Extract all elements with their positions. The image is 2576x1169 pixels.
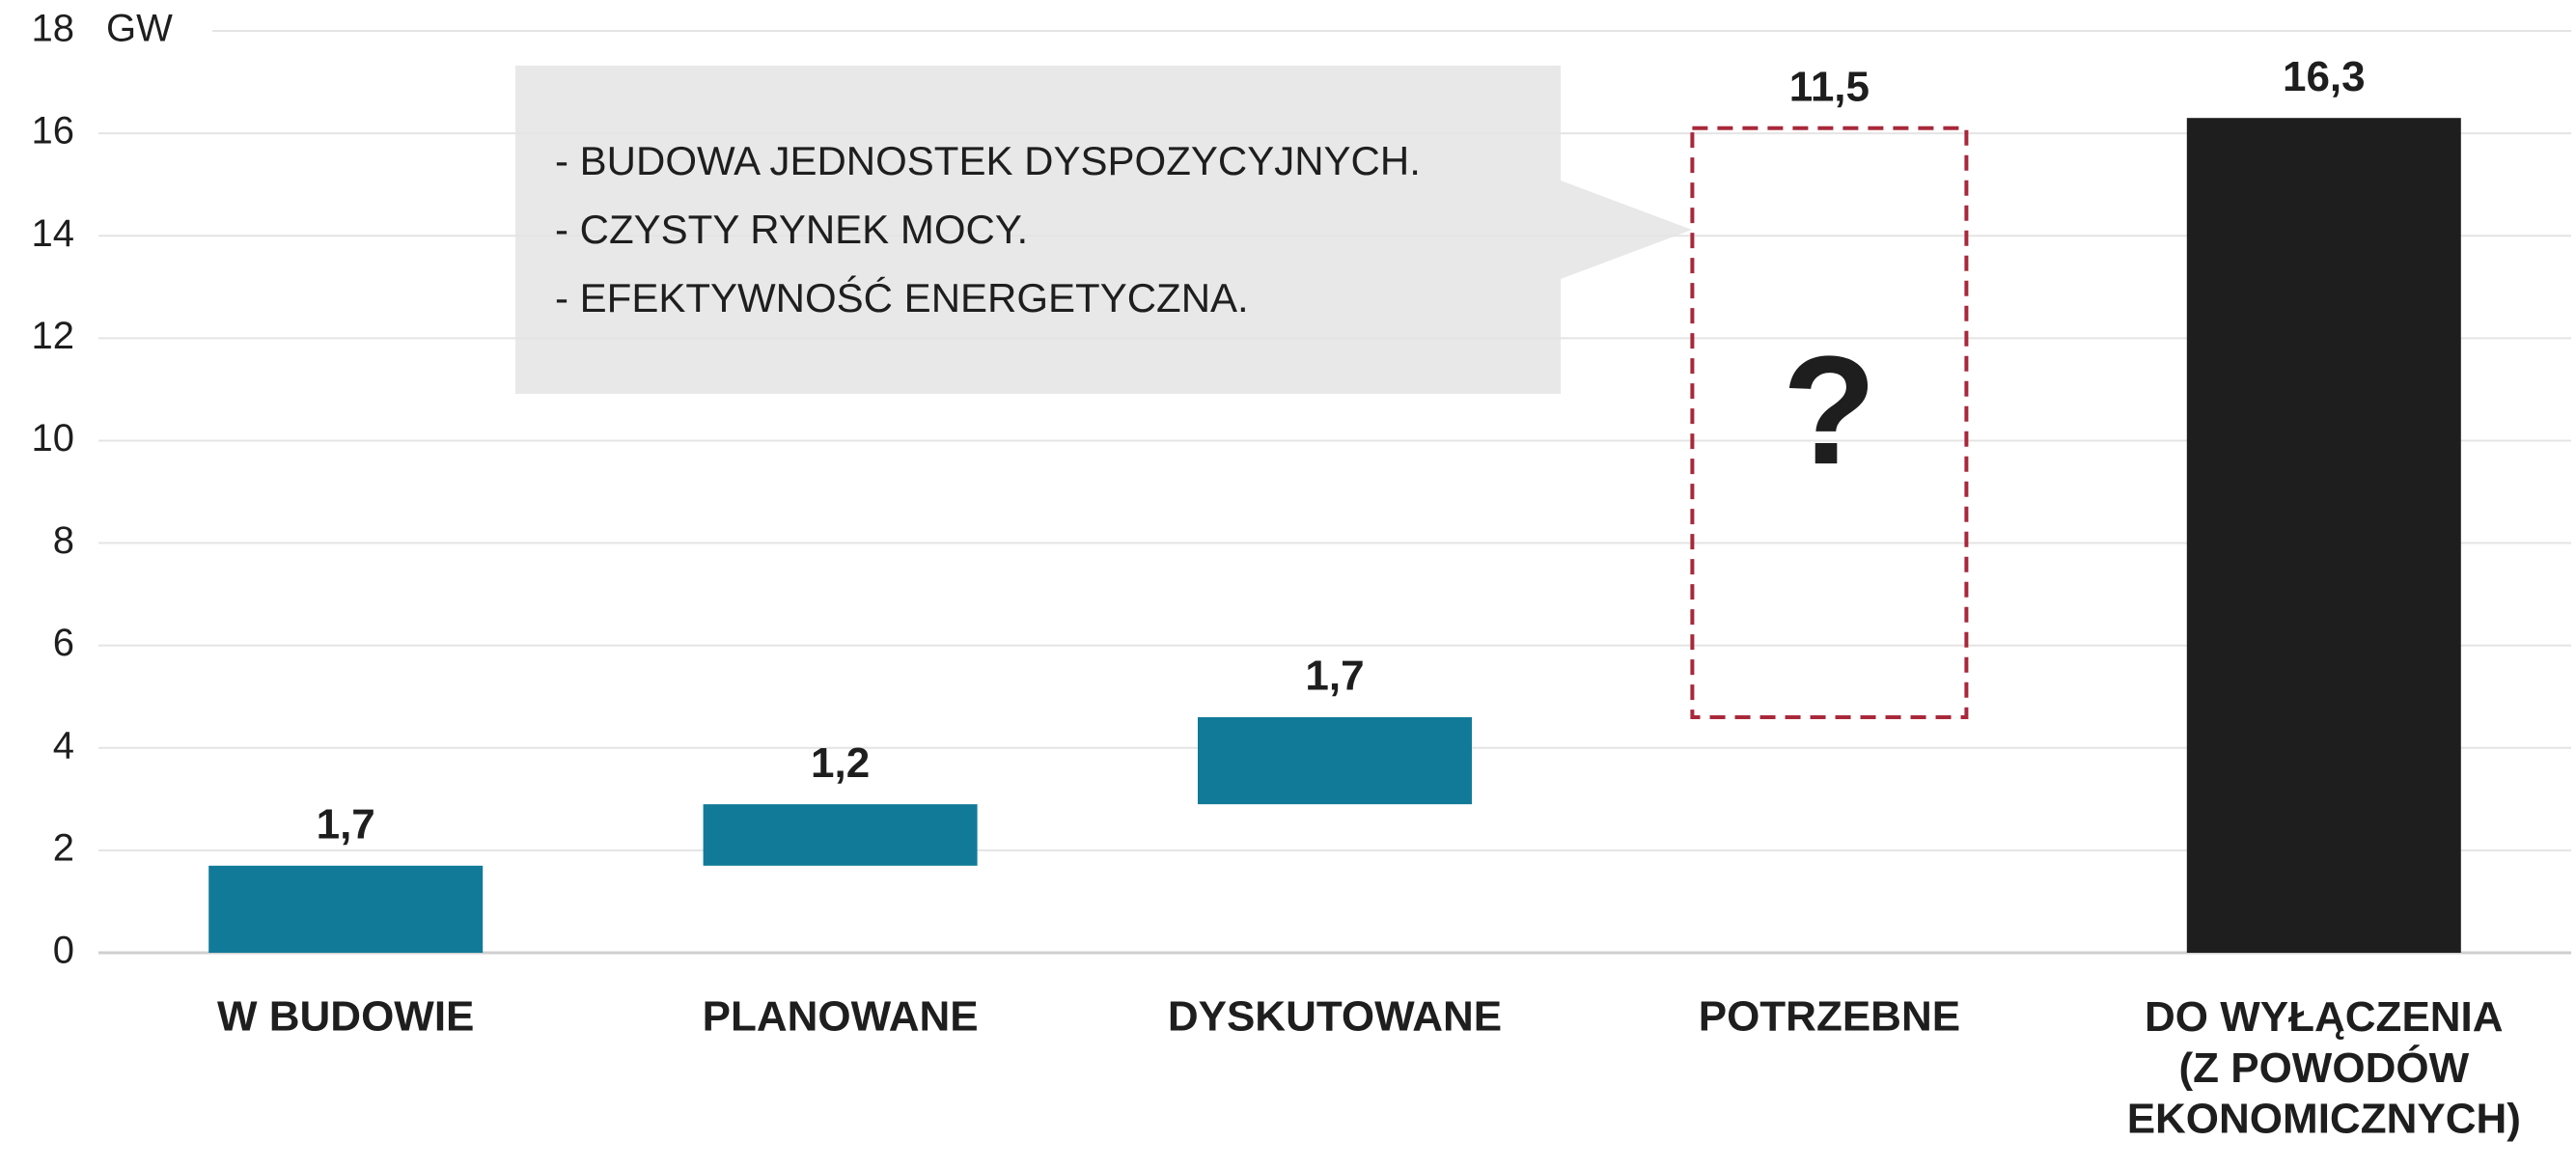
callout-box	[515, 66, 1692, 394]
x-tick-label: DYSKUTOWANE	[1168, 993, 1502, 1041]
y-tick-label: 4	[53, 724, 74, 766]
value-label: 1,2	[811, 739, 870, 787]
bar	[2186, 118, 2461, 953]
x-tick-label: PLANOWANE	[703, 993, 979, 1041]
y-tick-label: 10	[32, 417, 75, 459]
y-tick-label: 6	[53, 622, 74, 664]
bar-placeholder	[1690, 125, 1969, 719]
y-tick-label: 16	[32, 110, 75, 153]
bar	[208, 865, 484, 953]
y-tick-label: 14	[32, 212, 75, 255]
value-label: 1,7	[317, 800, 375, 848]
bar	[1198, 716, 1472, 805]
x-tick-label: DO WYŁĄCZENIA (Z POWODÓW EKONOMICZNYCH)	[2127, 993, 2521, 1143]
y-tick-label: 12	[32, 315, 75, 357]
y-tick-label: 2	[53, 826, 74, 869]
placeholder-mark: ?	[1783, 323, 1877, 496]
y-tick-label: 0	[53, 930, 74, 972]
value-label: 1,7	[1305, 653, 1364, 700]
bar	[703, 804, 978, 866]
y-tick-label: 8	[53, 519, 74, 562]
value-label: 16,3	[2283, 53, 2366, 100]
y-tick-label: 18	[32, 8, 75, 50]
value-label: 11,5	[1789, 63, 1870, 110]
x-tick-label: W BUDOWIE	[217, 993, 474, 1041]
annotation-line: - EFEKTYWNOŚĆ ENERGETYCZNA.	[555, 274, 1249, 320]
unit-label: GW	[106, 8, 173, 50]
x-tick-label: POTRZEBNE	[1699, 993, 1960, 1041]
annotation-line: - CZYSTY RYNEK MOCY.	[555, 207, 1028, 252]
annotation-line: - BUDOWA JEDNOSTEK DYSPOZYCYJNYCH.	[555, 138, 1421, 183]
